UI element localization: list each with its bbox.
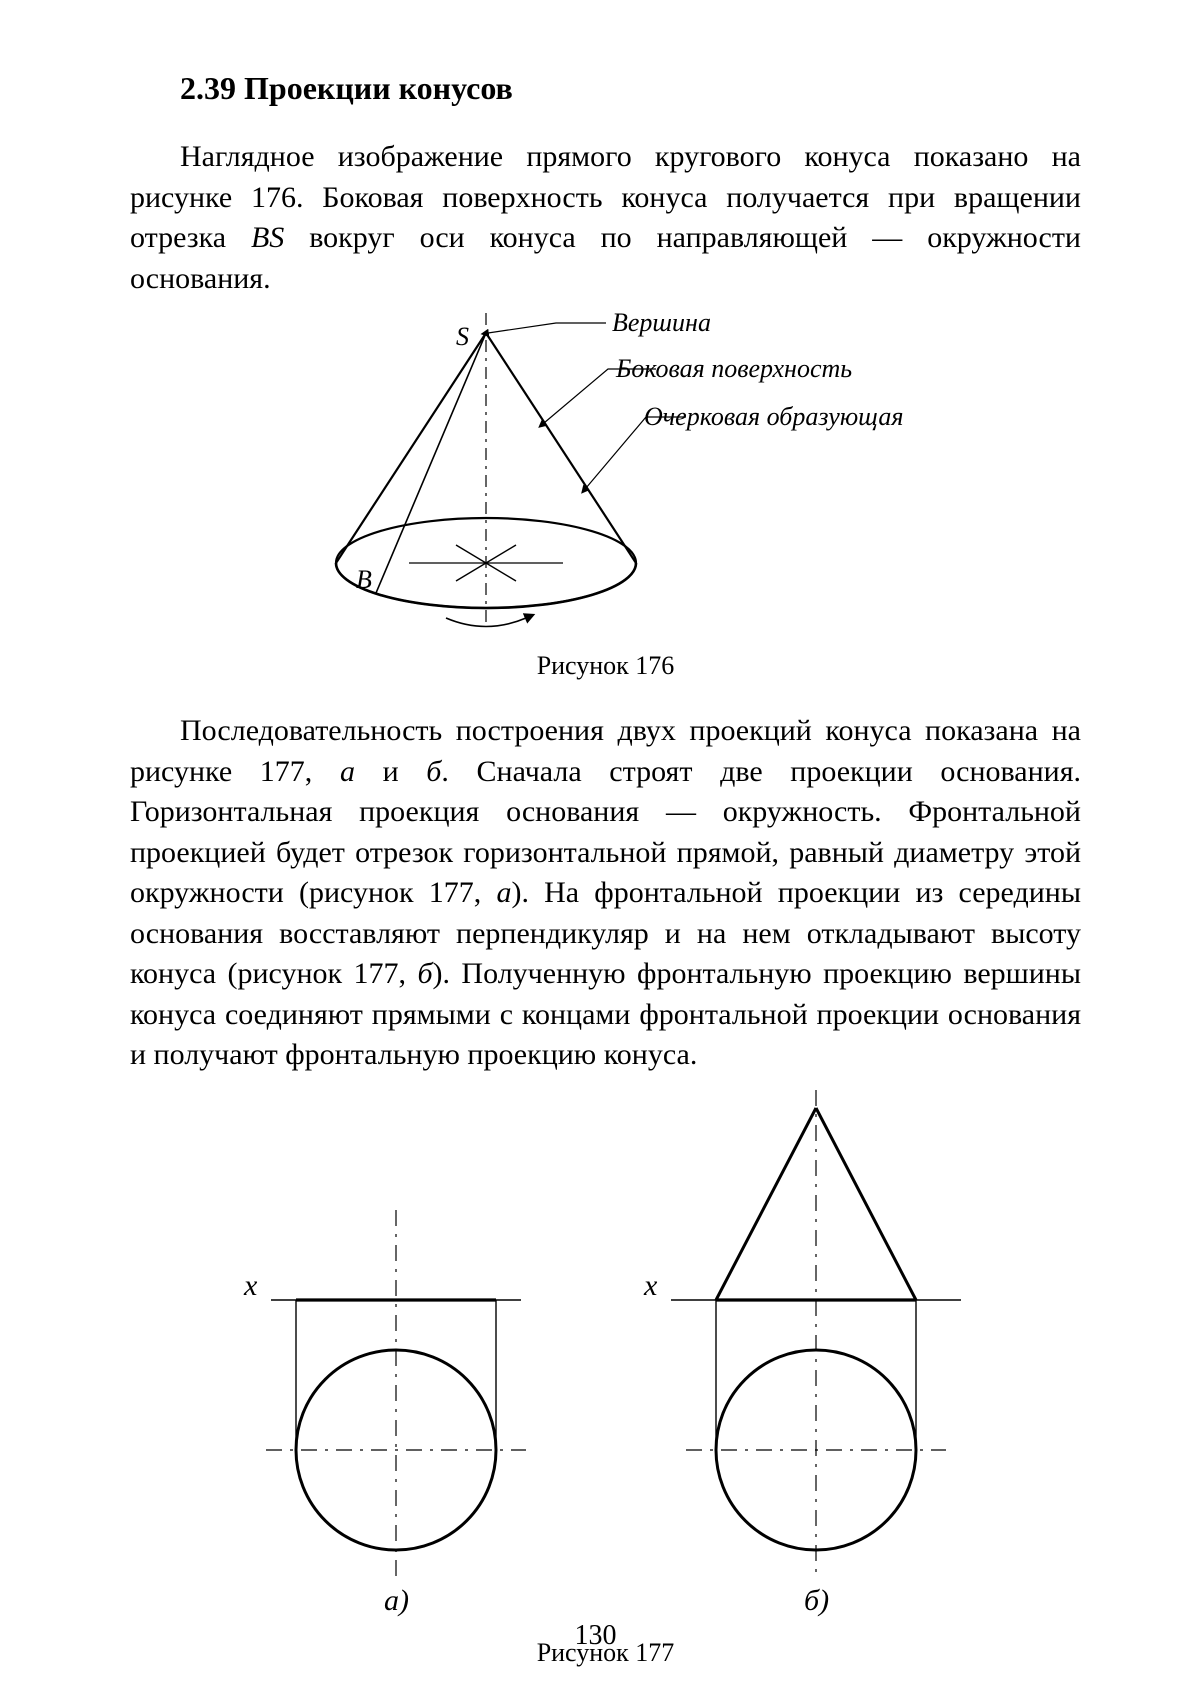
paragraph-1: Наглядное изображение прямого кругового … — [130, 137, 1081, 299]
paragraph-2: Последовательность построения двух проек… — [130, 711, 1081, 1076]
label-outline: Очерковая образующая — [644, 402, 904, 431]
figure-177: x а) x б) — [166, 1090, 1046, 1630]
label-x-left: x — [243, 1269, 258, 1302]
label-apex: Вершина — [612, 313, 711, 337]
page-number: 130 — [0, 1620, 1191, 1652]
section-title: 2.39 Проекции конусов — [180, 70, 1081, 107]
label-x-right: x — [643, 1269, 658, 1302]
page: 2.39 Проекции конусов Наглядное изображе… — [0, 0, 1191, 1692]
label-bb: б) — [804, 1584, 829, 1617]
label-side: Боковая поверхность — [615, 354, 852, 383]
label-b: B — [356, 565, 372, 594]
segment-bs: BS — [251, 221, 284, 254]
label-s: S — [456, 322, 469, 351]
figure-176: S B Вершина Боковая поверхность Очеркова… — [256, 313, 956, 643]
figure-176-caption: Рисунок 176 — [130, 651, 1081, 681]
label-a: а) — [384, 1584, 409, 1617]
